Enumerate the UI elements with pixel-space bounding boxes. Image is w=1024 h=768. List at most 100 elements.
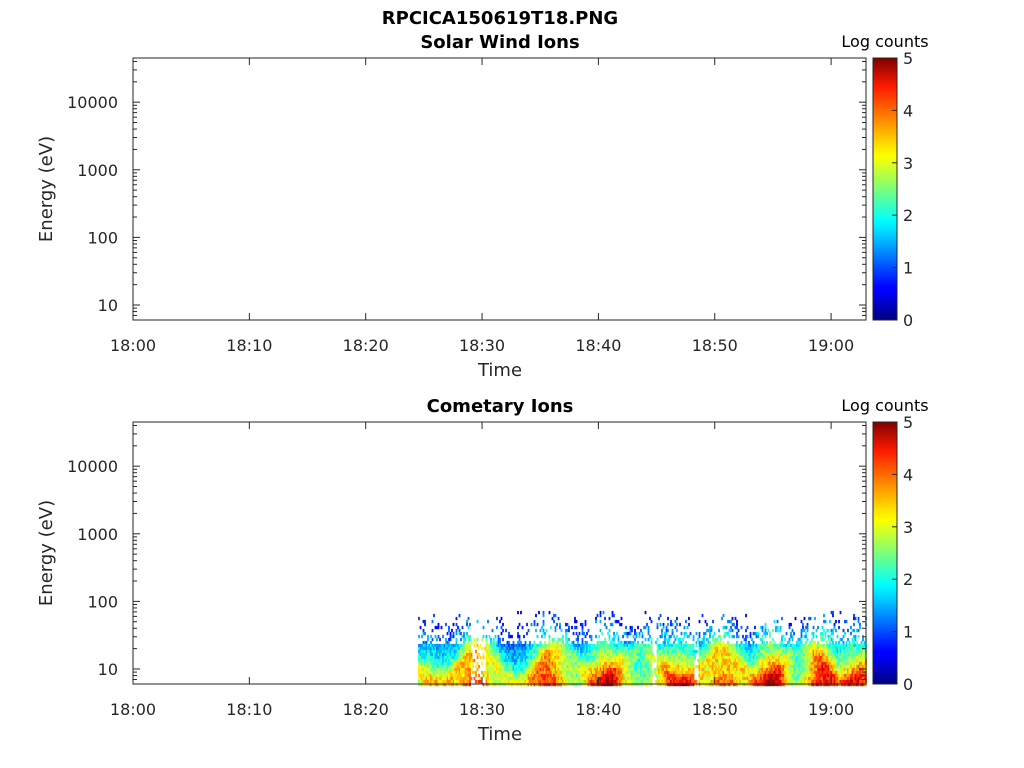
spectrogram-cell bbox=[818, 673, 821, 678]
spectrogram-cell bbox=[734, 664, 737, 669]
spectrogram-cell bbox=[830, 664, 833, 669]
spectrogram-cell bbox=[742, 649, 744, 654]
spectrogram-cell bbox=[797, 679, 800, 684]
spectrogram-cell bbox=[631, 643, 633, 648]
spectrogram-cell bbox=[767, 646, 770, 651]
spectrogram-cell bbox=[532, 676, 534, 681]
spectrogram-cell bbox=[508, 646, 510, 651]
spectrogram-cell bbox=[604, 676, 606, 681]
spectrogram-cell bbox=[721, 667, 723, 672]
spectrogram-cell bbox=[431, 676, 434, 681]
spectrogram-cell bbox=[620, 670, 623, 675]
spectrogram-cell bbox=[757, 652, 759, 657]
spectrogram-cell bbox=[595, 646, 597, 651]
spectrogram-cell bbox=[683, 649, 686, 654]
spectrogram-cell bbox=[760, 667, 762, 672]
spectrogram-cell bbox=[746, 670, 749, 675]
spectrogram-cell bbox=[698, 649, 701, 654]
spectrogram-cell bbox=[430, 673, 432, 678]
spectrogram-cell bbox=[524, 655, 527, 660]
spectrogram-cell bbox=[845, 673, 848, 678]
spectrogram-cell bbox=[785, 649, 788, 654]
spectrogram-cell bbox=[829, 652, 831, 657]
spectrogram-cell bbox=[424, 631, 426, 636]
spectrogram-cell bbox=[820, 661, 822, 666]
spectrogram-cell bbox=[797, 673, 800, 678]
spectrogram-cell bbox=[674, 652, 677, 657]
spectrogram-cell bbox=[563, 682, 566, 687]
spectrogram-cell bbox=[800, 643, 803, 648]
spectrogram-cell bbox=[821, 679, 824, 684]
spectrogram-cell bbox=[679, 643, 681, 648]
spectrogram-cell bbox=[635, 649, 638, 654]
spectrogram-cell bbox=[502, 682, 504, 687]
spectrogram-cell bbox=[436, 649, 438, 654]
spectrogram-cell bbox=[730, 643, 732, 648]
spectrogram-cell bbox=[727, 670, 729, 675]
spectrogram-cell bbox=[673, 670, 675, 675]
spectrogram-cell bbox=[439, 667, 441, 672]
spectrogram-cell bbox=[586, 631, 588, 636]
spectrogram-cell bbox=[455, 622, 458, 627]
spectrogram-cell bbox=[709, 673, 711, 678]
spectrogram-cell bbox=[592, 679, 594, 684]
spectrogram-cell bbox=[631, 640, 633, 645]
spectrogram-cell bbox=[584, 661, 587, 666]
spectrogram-cell bbox=[745, 628, 747, 633]
spectrogram-cell bbox=[745, 658, 747, 663]
spectrogram-cell bbox=[685, 652, 687, 657]
spectrogram-cell bbox=[502, 628, 504, 633]
spectrogram-cell bbox=[605, 679, 608, 684]
spectrogram-cell bbox=[500, 661, 503, 666]
spectrogram-cell bbox=[452, 679, 455, 684]
spectrogram-cell bbox=[626, 652, 629, 657]
spectrogram-cell bbox=[476, 679, 479, 684]
spectrogram-cell bbox=[818, 646, 821, 651]
spectrogram-cell bbox=[419, 658, 422, 663]
spectrogram-cell bbox=[685, 673, 687, 678]
spectrogram-cell bbox=[505, 646, 507, 651]
spectrogram-cell bbox=[449, 664, 452, 669]
spectrogram-cell bbox=[640, 676, 642, 681]
spectrogram-cell bbox=[490, 652, 492, 657]
spectrogram-cell bbox=[614, 679, 617, 684]
spectrogram-cell bbox=[454, 670, 456, 675]
spectrogram-cell bbox=[622, 682, 624, 687]
spectrogram-cell bbox=[763, 655, 765, 660]
spectrogram-cell bbox=[506, 652, 509, 657]
spectrogram-cell bbox=[581, 640, 584, 645]
spectrogram-cell bbox=[722, 658, 725, 663]
spectrogram-cell bbox=[835, 646, 837, 651]
spectrogram-cell bbox=[734, 625, 737, 630]
spectrogram-cell bbox=[440, 649, 443, 654]
spectrogram-cell bbox=[490, 679, 492, 684]
spectrogram-cell bbox=[497, 673, 500, 678]
spectrogram-cell bbox=[487, 643, 489, 648]
spectrogram-cell bbox=[557, 640, 560, 645]
spectrogram-cell bbox=[494, 634, 497, 639]
spectrogram-cell bbox=[667, 646, 669, 651]
spectrogram-cell bbox=[467, 640, 470, 645]
spectrogram-cell bbox=[635, 634, 638, 639]
spectrogram-cell bbox=[733, 679, 735, 684]
spectrogram-cell bbox=[461, 670, 464, 675]
spectrogram-cell bbox=[742, 646, 744, 651]
spectrogram-cell bbox=[425, 643, 428, 648]
spectrogram-cell bbox=[772, 652, 774, 657]
spectrogram-cell bbox=[535, 679, 537, 684]
spectrogram-cell bbox=[721, 649, 723, 654]
spectrogram-cell bbox=[821, 634, 824, 639]
spectrogram-cell bbox=[532, 652, 534, 657]
spectrogram-cell bbox=[494, 682, 497, 687]
spectrogram-cell bbox=[502, 676, 504, 681]
spectrogram-cell bbox=[466, 670, 468, 675]
x-tick-label: 18:40 bbox=[575, 336, 621, 355]
spectrogram-cell bbox=[587, 628, 590, 633]
spectrogram-cell bbox=[784, 652, 786, 657]
spectrogram-cell bbox=[542, 658, 545, 663]
spectrogram-cell bbox=[458, 643, 461, 648]
spectrogram-cell bbox=[766, 661, 768, 666]
spectrogram-cell bbox=[422, 655, 425, 660]
spectrogram-cell bbox=[800, 664, 803, 669]
